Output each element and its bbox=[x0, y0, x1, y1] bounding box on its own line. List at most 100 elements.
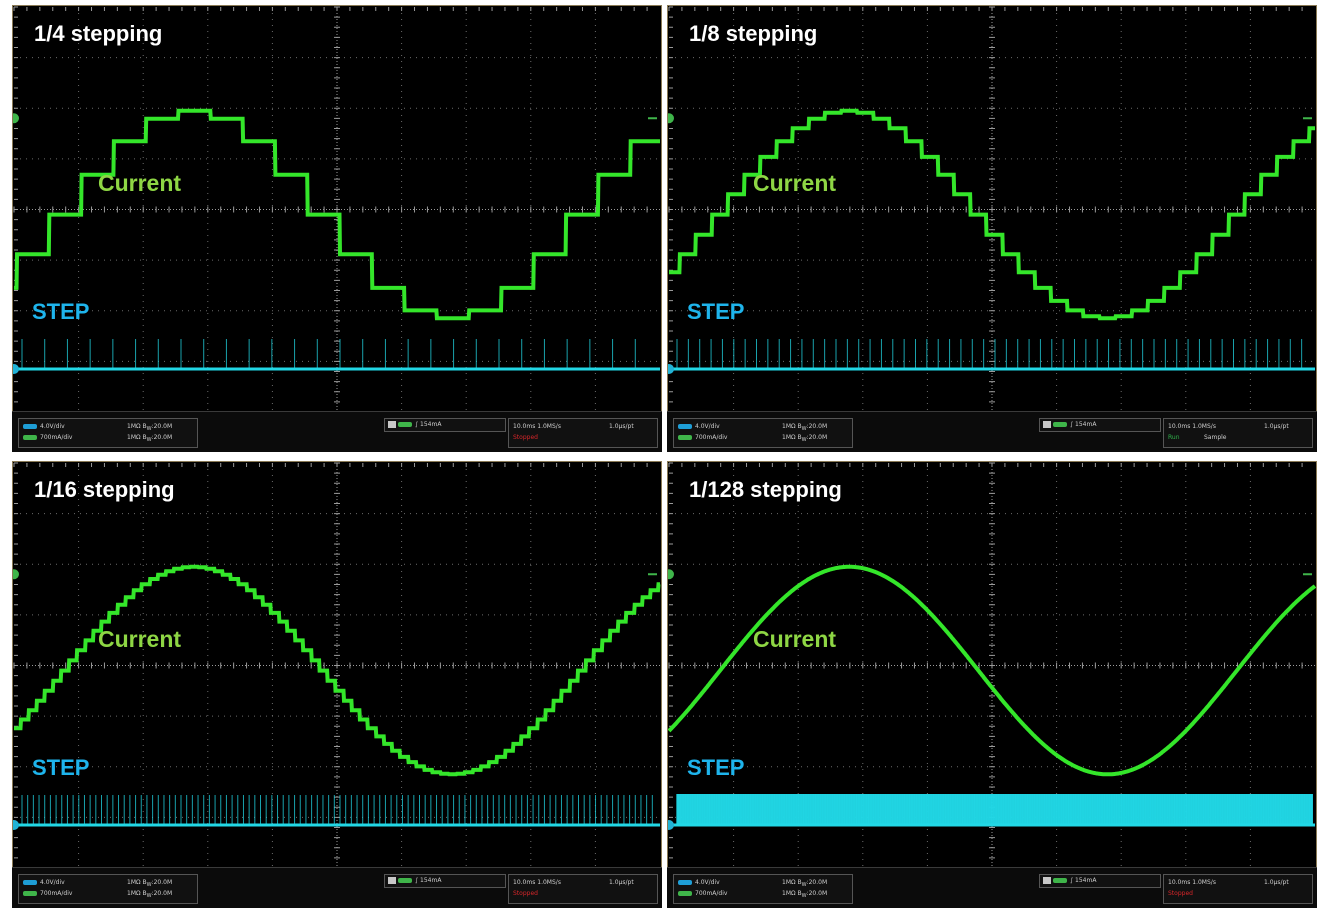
ch4-scale: 700mA/div bbox=[40, 890, 73, 897]
ch4-bw-value: :20.0M bbox=[806, 434, 828, 441]
scope-status-bar: 4.0V/div 1MΩ BW:20.0M 700mA/div 1MΩ BW:2… bbox=[12, 867, 662, 908]
graticule bbox=[668, 6, 1315, 412]
scope-panel-sixteenth-step: 1/16 stepping Current STEP 4.0V/div 1MΩ … bbox=[12, 461, 662, 908]
trigger-icon bbox=[388, 877, 396, 884]
trigger-icon bbox=[388, 421, 396, 428]
sample-rate: 1.0MS/s bbox=[537, 879, 561, 886]
ch1-bw-value: :20.0M bbox=[806, 879, 828, 886]
graticule bbox=[13, 6, 660, 412]
scope-screen bbox=[667, 461, 1317, 908]
timebase: 10.0ms bbox=[1168, 423, 1191, 430]
ch4-chip-icon bbox=[678, 435, 692, 440]
timebase-settings: 10.0ms 1.0MS/s 1.0µs/pt Stopped bbox=[508, 874, 658, 904]
timebase: 10.0ms bbox=[513, 423, 536, 430]
panel-title: 1/128 stepping bbox=[689, 477, 842, 502]
trigger-source-chip-icon bbox=[398, 422, 412, 427]
ch1-scale: 4.0V/div bbox=[695, 879, 720, 886]
ch1-ground-marker-icon bbox=[12, 364, 19, 374]
ch4-bw: B bbox=[797, 890, 802, 897]
acquisition-state: Stopped bbox=[513, 890, 538, 897]
ch1-bw-sub: W bbox=[801, 882, 807, 889]
ch4-scale: 700mA/div bbox=[695, 434, 728, 441]
ch1-chip-icon bbox=[23, 880, 37, 885]
trigger-level: 154mA bbox=[420, 421, 442, 428]
step-trace-label: STEP bbox=[32, 755, 90, 780]
ch4-ground-marker-icon bbox=[12, 113, 19, 124]
acquisition-mode: Sample bbox=[1204, 434, 1227, 441]
step-trace bbox=[14, 795, 660, 827]
channel-settings: 4.0V/div 1MΩ BW:20.0M 700mA/div 1MΩ BW:2… bbox=[18, 418, 198, 448]
trigger-settings: ∫ 154mA bbox=[384, 874, 506, 888]
trigger-source-chip-icon bbox=[1053, 878, 1067, 883]
ch1-bw-value: :20.0M bbox=[151, 879, 173, 886]
scope-panel-quarter-step: 1/4 stepping Current STEP 4.0V/div 1MΩ B… bbox=[12, 5, 662, 452]
ch1-impedance: 1MΩ bbox=[127, 423, 141, 430]
timebase-settings: 10.0ms 1.0MS/s 1.0µs/pt Stopped bbox=[508, 418, 658, 448]
channel-settings: 4.0V/div 1MΩ BW:20.0M 700mA/div 1MΩ BW:2… bbox=[18, 874, 198, 904]
ch1-impedance: 1MΩ bbox=[782, 879, 796, 886]
sample-rate: 1.0MS/s bbox=[537, 423, 561, 430]
scope-status-bar: 4.0V/div 1MΩ BW:20.0M 700mA/div 1MΩ BW:2… bbox=[12, 411, 662, 452]
ch4-scale: 700mA/div bbox=[695, 890, 728, 897]
ch4-ground-marker-icon bbox=[12, 569, 19, 580]
ch4-bw: B bbox=[142, 890, 147, 897]
ch4-scale: 700mA/div bbox=[40, 434, 73, 441]
ch1-chip-icon bbox=[23, 424, 37, 429]
trigger-source-chip-icon bbox=[398, 878, 412, 883]
ch4-bw-value: :20.0M bbox=[151, 434, 173, 441]
ch1-impedance: 1MΩ bbox=[782, 423, 796, 430]
trigger-settings: ∫ 154mA bbox=[1039, 874, 1161, 888]
ch1-scale: 4.0V/div bbox=[40, 879, 65, 886]
step-trace bbox=[669, 339, 1315, 371]
trigger-icon bbox=[1043, 877, 1051, 884]
ch1-bw: B bbox=[142, 423, 147, 430]
step-trace bbox=[669, 794, 1315, 827]
ch4-ground-marker-icon bbox=[667, 569, 674, 580]
ch1-ground-marker-icon bbox=[667, 820, 674, 830]
current-trace-label: Current bbox=[753, 626, 837, 652]
ch1-ground-marker-icon bbox=[12, 820, 19, 830]
record-resolution: 1.0µs/pt bbox=[1264, 879, 1289, 886]
ch4-impedance: 1MΩ bbox=[782, 434, 796, 441]
scope-panel-128th-step: 1/128 stepping Current STEP 4.0V/div 1MΩ… bbox=[667, 461, 1317, 908]
ch1-bw-sub: W bbox=[146, 882, 152, 889]
step-trace-label: STEP bbox=[687, 755, 745, 780]
current-trace bbox=[14, 564, 661, 777]
trigger-level: 154mA bbox=[420, 877, 442, 884]
panel-border bbox=[667, 5, 1317, 452]
trigger-settings: ∫ 154mA bbox=[384, 418, 506, 432]
timebase-settings: 10.0ms 1.0MS/s 1.0µs/pt Run Sample bbox=[1163, 418, 1313, 448]
ch4-chip-icon bbox=[678, 891, 692, 896]
ch1-chip-icon bbox=[678, 880, 692, 885]
trigger-level: 154mA bbox=[1075, 421, 1097, 428]
ch1-bw: B bbox=[797, 423, 802, 430]
ch1-bw-value: :20.0M bbox=[151, 423, 173, 430]
record-resolution: 1.0µs/pt bbox=[609, 879, 634, 886]
timebase-settings: 10.0ms 1.0MS/s 1.0µs/pt Stopped bbox=[1163, 874, 1313, 904]
scope-screen bbox=[12, 5, 662, 452]
current-trace bbox=[667, 564, 1317, 777]
sample-rate: 1.0MS/s bbox=[1192, 423, 1216, 430]
scope-panel-eighth-step: 1/8 stepping Current STEP 4.0V/div 1MΩ B… bbox=[667, 5, 1317, 452]
ch1-scale: 4.0V/div bbox=[40, 423, 65, 430]
panel-title: 1/16 stepping bbox=[34, 477, 175, 502]
ch1-bw-value: :20.0M bbox=[806, 423, 828, 430]
scope-screen bbox=[12, 461, 662, 908]
channel-settings: 4.0V/div 1MΩ BW:20.0M 700mA/div 1MΩ BW:2… bbox=[673, 874, 853, 904]
ch4-bw-value: :20.0M bbox=[806, 890, 828, 897]
ch1-bw: B bbox=[797, 879, 802, 886]
acquisition-state: Stopped bbox=[513, 434, 538, 441]
ch4-impedance: 1MΩ bbox=[127, 890, 141, 897]
trigger-icon bbox=[1043, 421, 1051, 428]
scope-status-bar: 4.0V/div 1MΩ BW:20.0M 700mA/div 1MΩ BW:2… bbox=[667, 867, 1317, 908]
ch4-bw-sub: W bbox=[801, 893, 807, 900]
ch4-impedance: 1MΩ bbox=[782, 890, 796, 897]
ch1-bw-sub: W bbox=[146, 426, 152, 433]
ch1-bw-sub: W bbox=[801, 426, 807, 433]
scope-screen bbox=[667, 5, 1317, 452]
ch1-impedance: 1MΩ bbox=[127, 879, 141, 886]
ch1-bw: B bbox=[142, 879, 147, 886]
current-trace-label: Current bbox=[98, 626, 182, 652]
ch4-bw-sub: W bbox=[801, 437, 807, 444]
acquisition-state: Stopped bbox=[1168, 890, 1193, 897]
